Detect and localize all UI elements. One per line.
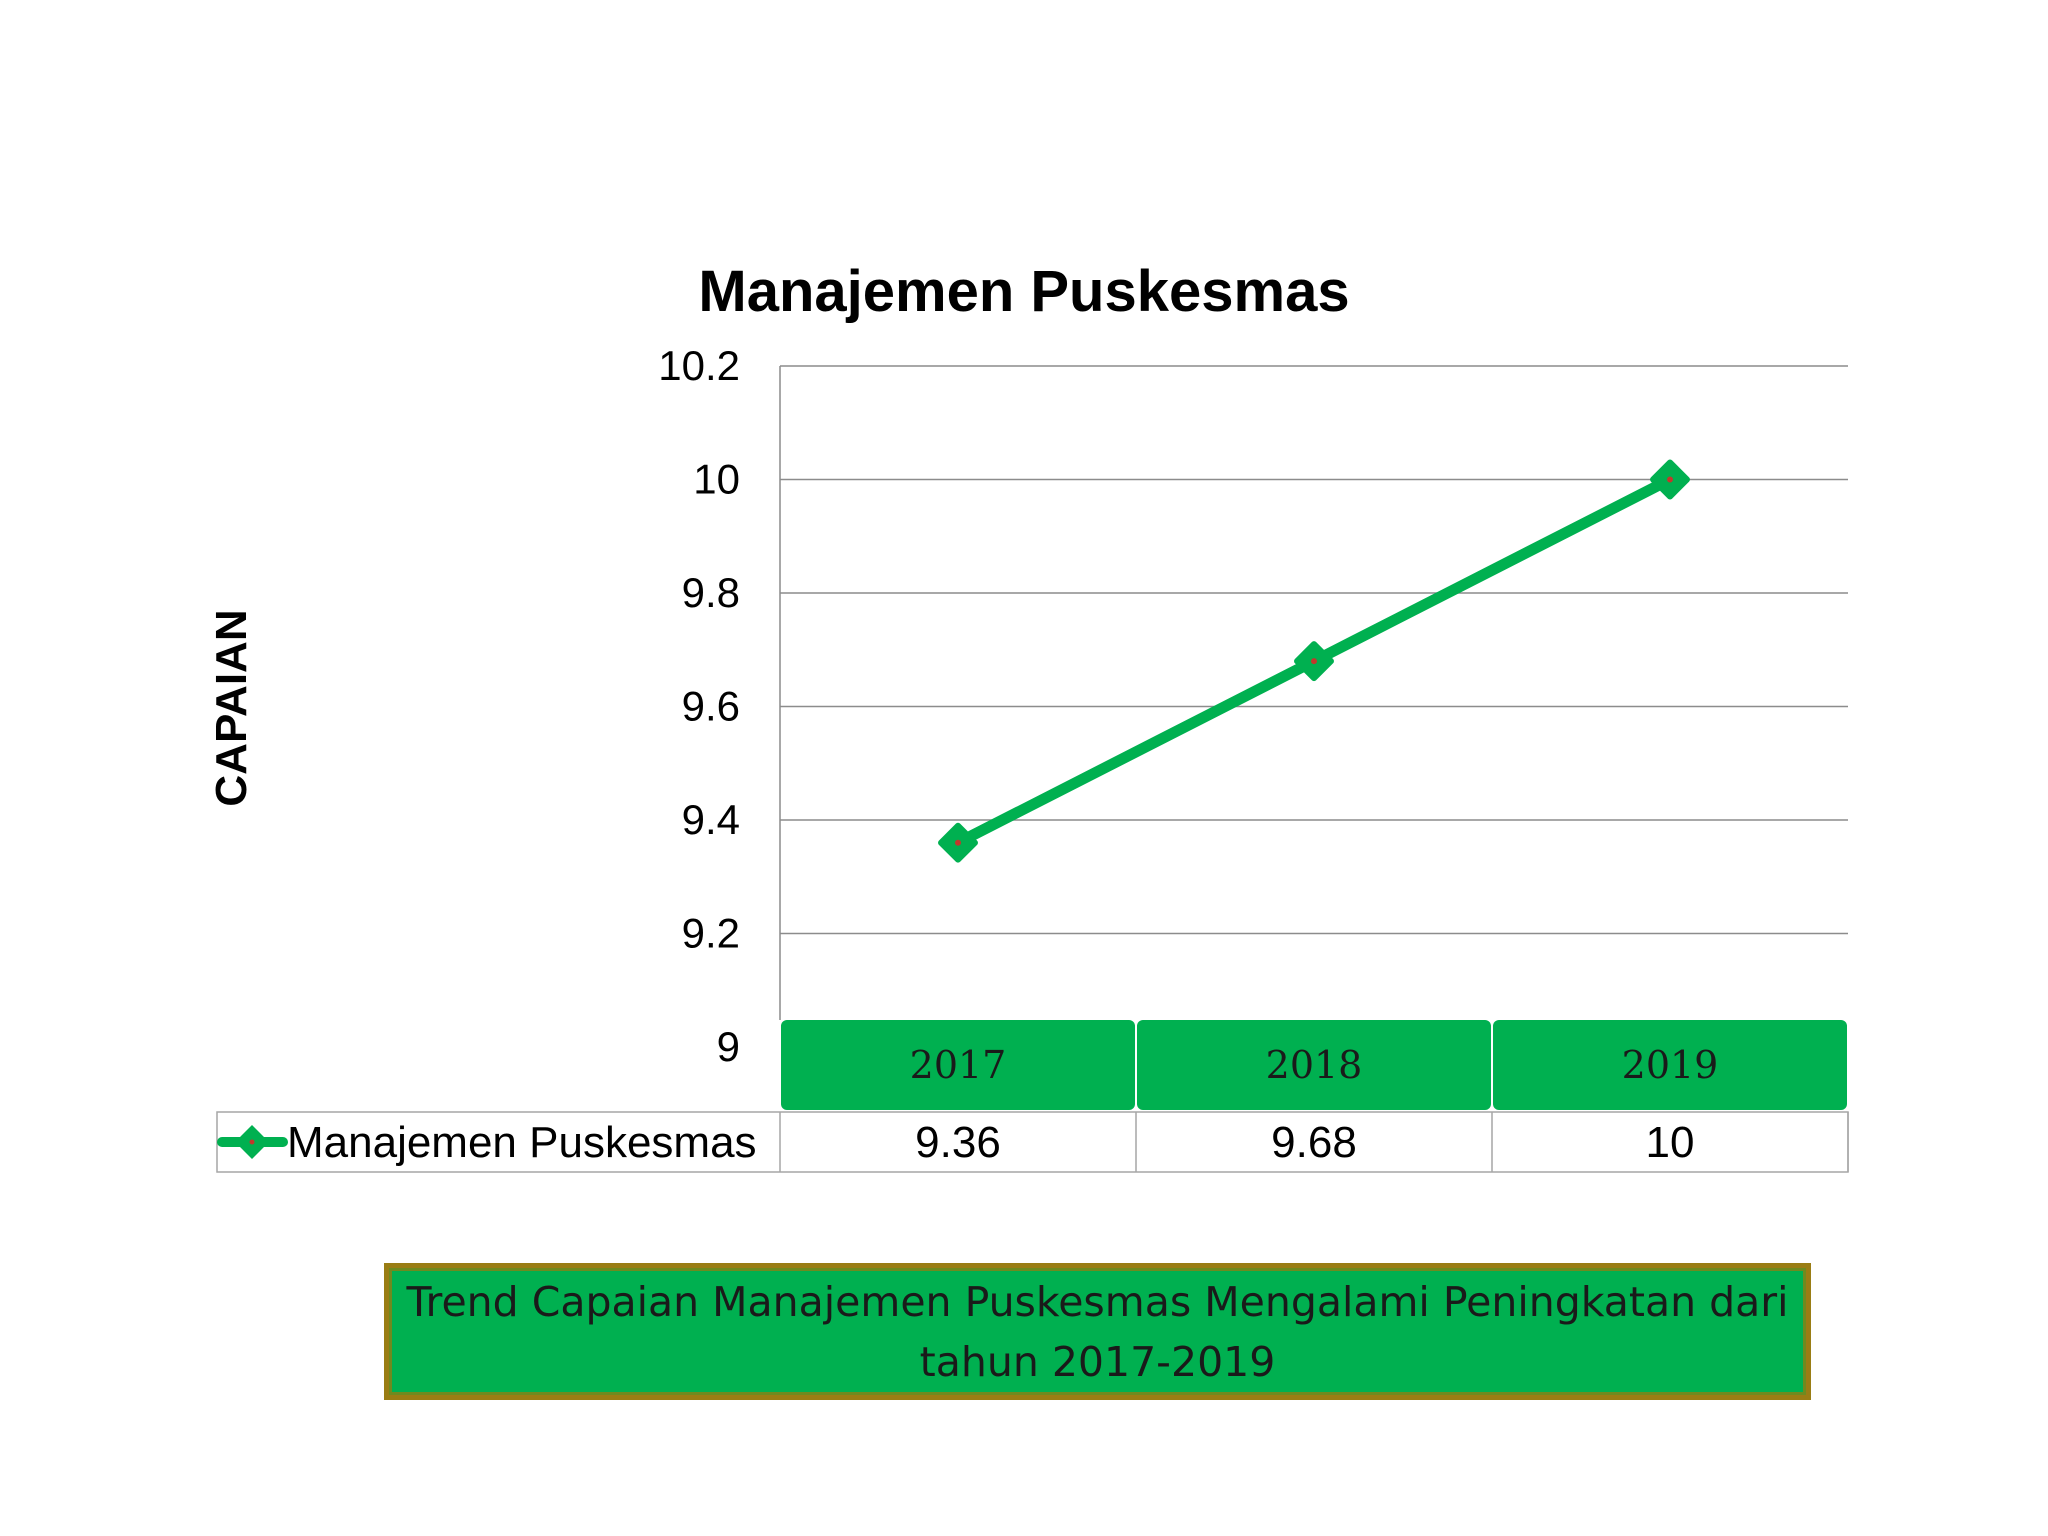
data-table-value: 10 <box>1646 1118 1695 1167</box>
data-table-value: 9.68 <box>1271 1118 1357 1167</box>
gridlines <box>779 365 1848 1020</box>
category-label: 2019 <box>1622 1043 1719 1087</box>
y-tick-label: 9.2 <box>682 910 740 957</box>
category-label: 2018 <box>1266 1043 1363 1087</box>
data-table: Manajemen Puskesmas 9.36 9.68 10 <box>216 1111 1849 1173</box>
category-cell <box>781 1020 1135 1110</box>
category-cell <box>1493 1020 1847 1110</box>
chart-title: Manajemen Puskesmas <box>698 259 1350 324</box>
data-table-value: 9.36 <box>915 1118 1001 1167</box>
data-point-dot <box>1667 476 1673 483</box>
data-point-dot <box>955 839 961 846</box>
y-tick-label: 9 <box>717 1023 740 1070</box>
y-tick-label: 9.4 <box>682 796 740 843</box>
category-cell <box>1137 1020 1491 1110</box>
y-axis-ticks: 9 9.2 9.4 9.6 9.8 10 10.2 <box>658 342 740 1070</box>
series-layer <box>938 459 1690 863</box>
y-tick-label: 9.8 <box>682 569 740 616</box>
data-point-dot <box>1311 658 1317 665</box>
summary-box: Trend Capaian Manajemen Puskesmas Mengal… <box>384 1263 1811 1400</box>
y-tick-label: 10 <box>693 456 740 503</box>
summary-text: Trend Capaian Manajemen Puskesmas Mengal… <box>406 1277 1789 1386</box>
y-tick-label: 10.2 <box>658 342 740 389</box>
legend-marker-dot <box>249 1139 255 1145</box>
category-band: 2017 2018 2019 <box>781 1020 1847 1110</box>
legend-series-name: Manajemen Puskesmas <box>287 1118 757 1167</box>
y-tick-label: 9.6 <box>682 683 740 730</box>
category-label: 2017 <box>910 1043 1007 1087</box>
